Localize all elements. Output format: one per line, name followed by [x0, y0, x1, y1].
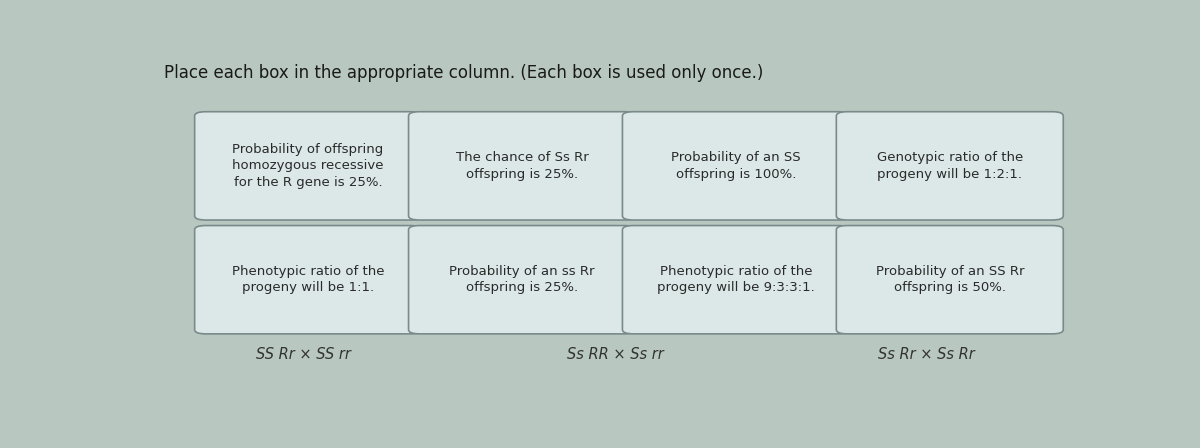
FancyBboxPatch shape [408, 112, 636, 220]
Text: SS Rr × SS rr: SS Rr × SS rr [256, 348, 350, 362]
Text: Probability of an SS Rr
offspring is 50%.: Probability of an SS Rr offspring is 50%… [876, 265, 1024, 294]
Text: Ss RR × Ss rr: Ss RR × Ss rr [566, 348, 664, 362]
FancyBboxPatch shape [194, 112, 421, 220]
Text: The chance of Ss Rr
offspring is 25%.: The chance of Ss Rr offspring is 25%. [456, 151, 588, 181]
Text: Place each box in the appropriate column. (Each box is used only once.): Place each box in the appropriate column… [164, 64, 763, 82]
FancyBboxPatch shape [623, 225, 850, 334]
FancyBboxPatch shape [836, 112, 1063, 220]
Text: Phenotypic ratio of the
progeny will be 1:1.: Phenotypic ratio of the progeny will be … [232, 265, 384, 294]
FancyBboxPatch shape [194, 225, 421, 334]
Text: Probability of an SS
offspring is 100%.: Probability of an SS offspring is 100%. [671, 151, 800, 181]
Text: Ss Rr × Ss Rr: Ss Rr × Ss Rr [878, 348, 974, 362]
FancyBboxPatch shape [408, 225, 636, 334]
FancyBboxPatch shape [623, 112, 850, 220]
Text: Probability of offspring
homozygous recessive
for the R gene is 25%.: Probability of offspring homozygous rece… [233, 143, 384, 189]
Text: Genotypic ratio of the
progeny will be 1:2:1.: Genotypic ratio of the progeny will be 1… [877, 151, 1022, 181]
Text: Probability of an ss Rr
offspring is 25%.: Probability of an ss Rr offspring is 25%… [449, 265, 595, 294]
Text: Phenotypic ratio of the
progeny will be 9:3:3:1.: Phenotypic ratio of the progeny will be … [658, 265, 815, 294]
FancyBboxPatch shape [836, 225, 1063, 334]
